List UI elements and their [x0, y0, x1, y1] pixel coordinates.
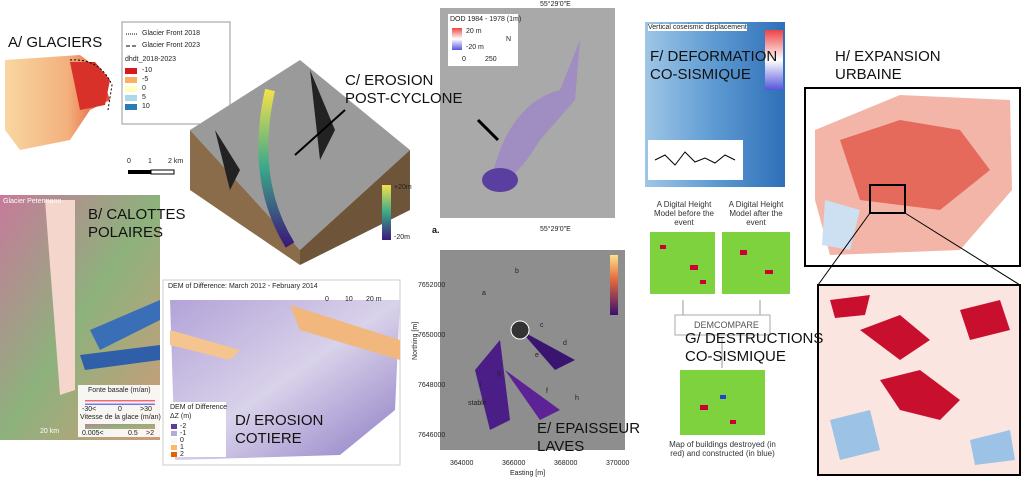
legend-class: -2: [180, 423, 187, 430]
legend-class: 0: [142, 85, 146, 92]
panel-label: CO-SISMIQUE: [685, 348, 786, 365]
map-title: DOD 1984 - 1978 (1m): [450, 16, 522, 23]
panel-label: POST-CYCLONE: [345, 90, 463, 107]
scale-label: 20 m: [366, 296, 382, 303]
panel-label: LAVES: [537, 438, 585, 455]
panel-label: B/ CALOTTES: [88, 206, 186, 223]
y-tick-label: 7652000: [418, 282, 446, 289]
legend-tick: 0.5: [128, 430, 138, 437]
subpanel-letter: a.: [432, 225, 440, 235]
legend-label: -20 m: [466, 44, 484, 51]
legend-class: 2: [180, 451, 184, 458]
scale-label: 0: [462, 56, 466, 63]
legend-tick: -30<: [82, 406, 97, 413]
coordinate: 55°29'0"E: [540, 1, 571, 8]
panel-label: F/ DEFORMATION: [650, 48, 778, 65]
legend-title: dhdt_2018-2023: [125, 56, 176, 63]
legend-class: 0: [180, 437, 184, 444]
legend-tick: 0.005<: [82, 430, 104, 437]
x-tick-label: 366000: [502, 460, 526, 467]
caption: A Digital Height Model after the event: [728, 200, 784, 227]
axis-title: Easting [m]: [510, 470, 546, 477]
axis-title: Northing [m]: [412, 321, 419, 360]
flow-letter: e: [535, 352, 539, 359]
coordinate: 55°29'0"E: [540, 226, 571, 233]
legend-class: 5: [142, 94, 146, 101]
panel-label: COTIERE: [235, 430, 302, 447]
legend-tick: 0: [118, 406, 122, 413]
panel-label: G/ DESTRUCTIONS: [685, 330, 824, 347]
colorbar-label: -20m: [394, 234, 410, 241]
legend-unit: ΔZ (m): [170, 413, 192, 420]
scale-label: 1: [148, 158, 152, 165]
panel-label: C/ EROSION: [345, 72, 434, 89]
panel-label: URBAINE: [835, 66, 902, 83]
y-tick-label: 7650000: [418, 332, 446, 339]
x-tick-label: 370000: [606, 460, 630, 467]
flow-letter: g: [497, 370, 501, 377]
north-arrow: N: [506, 36, 512, 43]
panel-label: POLAIRES: [88, 224, 164, 241]
legend-class: 10: [142, 103, 150, 110]
legend-class: -5: [142, 76, 149, 83]
legend-title: Vitesse de la glace (m/an): [80, 414, 161, 421]
flow-letter: f: [546, 388, 548, 395]
panel-label: A/ GLACIERS: [8, 34, 103, 51]
legend-entry: Glacier Front 2023: [142, 42, 200, 49]
map-title: Vertical coseismic displacement: [648, 24, 747, 31]
x-tick-label: 364000: [450, 460, 474, 467]
flow-letter: d: [563, 340, 567, 347]
y-tick-label: 7648000: [418, 382, 446, 389]
flow-letter: i: [480, 382, 482, 389]
flow-letter: c: [540, 322, 544, 329]
caption: A Digital Height Model before the event: [653, 200, 715, 227]
scale-label: 0: [127, 158, 131, 165]
colorbar-label: +20m: [394, 184, 412, 191]
flow-letter: b: [515, 268, 519, 275]
scale-label: 10: [345, 296, 353, 303]
scale-label: 2 km: [168, 158, 184, 165]
legend-class: -10: [142, 67, 153, 74]
legend-class: 1: [180, 444, 184, 451]
legend-title: Fonte basale (m/an): [88, 387, 151, 394]
panel-label: E/ EPAISSEUR: [537, 420, 641, 437]
panel-label: CO-SISMIQUE: [650, 66, 751, 83]
caption: Map of buildings destroyed (in red) and …: [669, 440, 776, 458]
flow-letter: a: [482, 290, 486, 297]
tool-name: DEMCOMPARE: [694, 320, 759, 330]
y-tick-label: 7646000: [418, 432, 446, 439]
scale-label: 0: [325, 296, 329, 303]
x-tick-label: 368000: [554, 460, 578, 467]
legend-class: -1: [180, 430, 187, 437]
flow-letter: h: [575, 395, 579, 402]
scale-label: 250: [485, 56, 497, 63]
legend-entry: Glacier Front 2018: [142, 30, 200, 37]
scale-label: 20 km: [40, 428, 60, 435]
legend-tick: >2: [146, 430, 154, 437]
legend-tick: >30: [140, 406, 152, 413]
glacier-name: Glacier Petermann: [3, 198, 62, 205]
zone-label: stable: [468, 400, 487, 407]
legend-title: DEM of Difference: [170, 404, 228, 411]
panel-label: D/ EROSION: [235, 412, 324, 429]
legend-label: 20 m: [466, 28, 482, 35]
map-title: DEM of Difference: March 2012 - February…: [168, 283, 318, 290]
panel-label: H/ EXPANSION: [835, 48, 941, 65]
